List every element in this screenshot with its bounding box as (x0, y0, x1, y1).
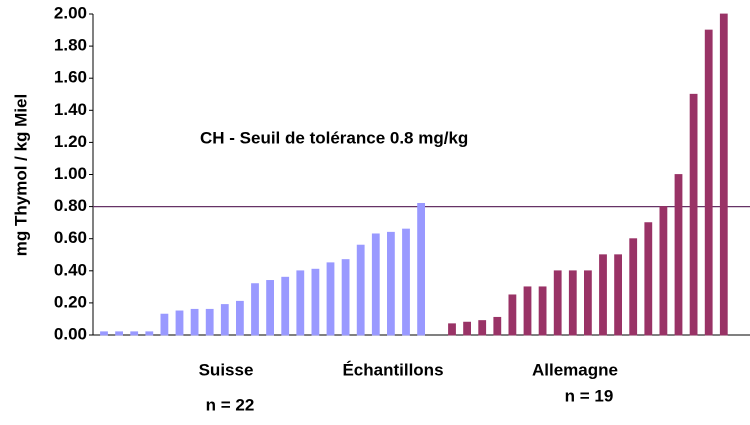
bar (599, 254, 607, 336)
bar (584, 270, 592, 336)
threshold-label: CH - Seuil de tolérance 0.8 mg/kg (200, 128, 468, 147)
y-axis-label: mg Thymol / kg Miel (11, 94, 30, 256)
bar (538, 286, 547, 336)
y-tick-label: 0.80 (54, 196, 87, 215)
bar (448, 323, 456, 336)
y-tick-label: 1.80 (54, 36, 87, 55)
bar (100, 331, 108, 336)
y-tick-label: 1.00 (54, 164, 87, 183)
bar (266, 280, 275, 336)
bar (478, 320, 487, 336)
bar (704, 29, 713, 336)
bar (356, 244, 365, 336)
y-tick-label: 1.20 (54, 132, 87, 151)
bar (719, 13, 728, 336)
bar (568, 270, 577, 336)
bar (689, 93, 698, 336)
bar (523, 286, 532, 336)
bar (659, 206, 668, 336)
series-label: Allemagne (532, 360, 618, 379)
bar (463, 321, 472, 336)
bar (311, 268, 320, 336)
bar (402, 228, 410, 336)
bar (160, 313, 169, 336)
bar (386, 231, 395, 336)
bar (175, 310, 184, 336)
series-count: n = 19 (565, 386, 614, 405)
x-axis-label: Échantillons (342, 360, 443, 379)
bar (190, 308, 199, 336)
bar (296, 270, 305, 336)
y-tick-label: 0.20 (54, 292, 87, 311)
bar (326, 262, 335, 336)
bar (145, 331, 154, 336)
bar (341, 259, 350, 336)
bar (493, 316, 502, 336)
bar (629, 238, 638, 336)
y-tick-label: 0.60 (54, 228, 87, 247)
bar (115, 331, 123, 336)
bar (235, 300, 244, 336)
series-label: Suisse (199, 360, 254, 379)
bar (205, 308, 214, 336)
bar (371, 233, 380, 336)
bar (614, 254, 622, 336)
y-tick-label: 2.00 (54, 3, 87, 22)
bar (281, 276, 290, 336)
y-tick-label: 0.00 (54, 324, 87, 343)
y-tick-label: 1.60 (54, 68, 87, 87)
bar (130, 331, 139, 336)
y-tick-label: 0.40 (54, 260, 87, 279)
bar (251, 283, 259, 336)
series-count: n = 22 (206, 395, 255, 414)
bar (553, 270, 562, 336)
y-tick-label: 1.40 (54, 100, 87, 119)
bar (508, 294, 517, 336)
bar (674, 174, 683, 336)
bar (220, 304, 229, 336)
bar (644, 222, 653, 336)
bar (417, 202, 426, 336)
